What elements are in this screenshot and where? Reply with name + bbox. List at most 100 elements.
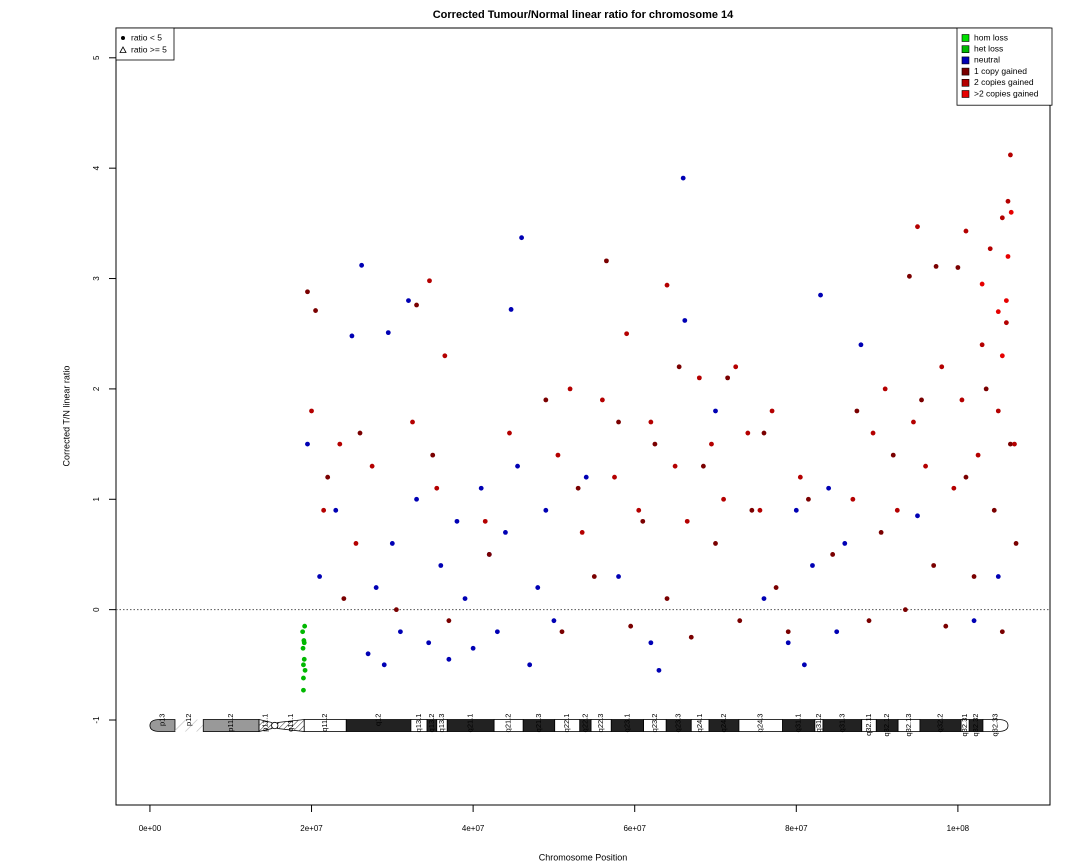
ideogram-band [149,719,176,732]
y-tick-label: 4 [92,165,101,170]
legend-label: ratio >= 5 [131,44,167,54]
data-point [365,651,371,657]
data-point [1008,152,1013,158]
x-tick-label: 2e+07 [300,824,323,833]
data-point [745,430,751,436]
legend-label: het loss [974,43,1003,53]
data-point [393,607,399,613]
data-point [902,607,908,613]
data-point [672,463,678,469]
data-point [616,574,621,579]
data-point [410,419,415,425]
data-point [931,563,937,568]
data-point [305,289,310,295]
data-point [878,529,884,535]
x-tick-label: 4e+07 [462,824,485,833]
data-point [999,353,1005,359]
data-point [911,419,916,425]
data-point [494,629,500,635]
data-point [398,629,403,635]
data-point [785,629,791,635]
data-point [793,507,799,513]
data-point [870,430,876,436]
data-point [709,441,714,447]
data-point [426,640,432,646]
data-point [963,474,969,480]
x-axis-title: Chromosome Position [539,852,628,862]
data-point [373,585,379,590]
data-point [680,175,686,181]
data-point [995,309,1001,315]
ideogram-band-label: p12 [184,714,193,727]
ideogram-band-label: q32.32 [971,714,980,737]
data-point [733,364,739,370]
ideogram-band-label: q24.2 [719,714,728,733]
data-point [349,333,355,339]
ideogram-band-label: q31.1 [794,714,803,733]
data-point [1005,254,1011,259]
data-point [414,496,419,502]
data-point [503,529,508,535]
data-point [359,262,365,268]
data-point [333,507,339,513]
ideogram-band-label: q32.13 [904,714,913,737]
data-point [430,452,436,458]
data-point [527,662,533,668]
data-point [406,298,411,304]
data-point [313,308,318,313]
ideogram-band-label: p13 [157,714,166,727]
ideogram-band-label: q11.1 [286,714,295,732]
data-point [636,507,642,513]
legend-swatch [961,67,970,76]
data-point [737,618,743,624]
data-point [951,485,957,491]
data-point [713,541,718,546]
data-point [721,496,726,502]
data-point [321,507,327,513]
legend-label: 1 copy gained [974,66,1027,76]
data-point [761,430,767,436]
data-point [995,574,1001,579]
data-point [866,618,872,624]
legend-label: >2 copies gained [974,88,1039,98]
data-point [894,507,900,513]
data-point [640,518,646,524]
centromere [271,721,279,730]
data-point [850,496,856,502]
data-point [995,408,1001,414]
data-point [385,330,391,336]
data-point [317,574,323,579]
ideogram-band-label: q24.1 [695,714,704,733]
data-point [983,386,989,392]
ideogram-band-label: p11.2 [226,714,235,732]
data-point [991,507,997,513]
data-point [810,563,815,568]
x-tick-label: 0e+00 [139,824,162,833]
data-point [684,518,690,524]
legend-label: neutral [974,55,1000,65]
data-point [700,463,706,469]
x-tick-label: 8e+07 [785,824,808,833]
data-point [987,246,993,252]
ideogram-band-label: q32.12 [882,714,891,737]
data-point [761,596,767,602]
data-point [575,485,581,491]
legend-swatch [961,45,970,54]
data-point [559,629,565,635]
ideogram-band-label: q32.33 [990,714,999,737]
data-point [1005,198,1011,204]
data-point [604,258,609,264]
data-point [975,452,981,458]
ideogram-band [174,719,204,732]
y-tick-label: 1 [92,497,101,502]
legend-frame [115,27,175,61]
data-point [830,552,836,557]
legend-swatch [961,56,970,65]
ideogram-band-label: q32.2 [936,714,945,733]
data-point [1012,441,1017,447]
data-point [826,485,832,491]
ideogram-band-label: q13.1 [414,714,423,733]
data-point [834,629,840,635]
data-point [664,596,670,602]
